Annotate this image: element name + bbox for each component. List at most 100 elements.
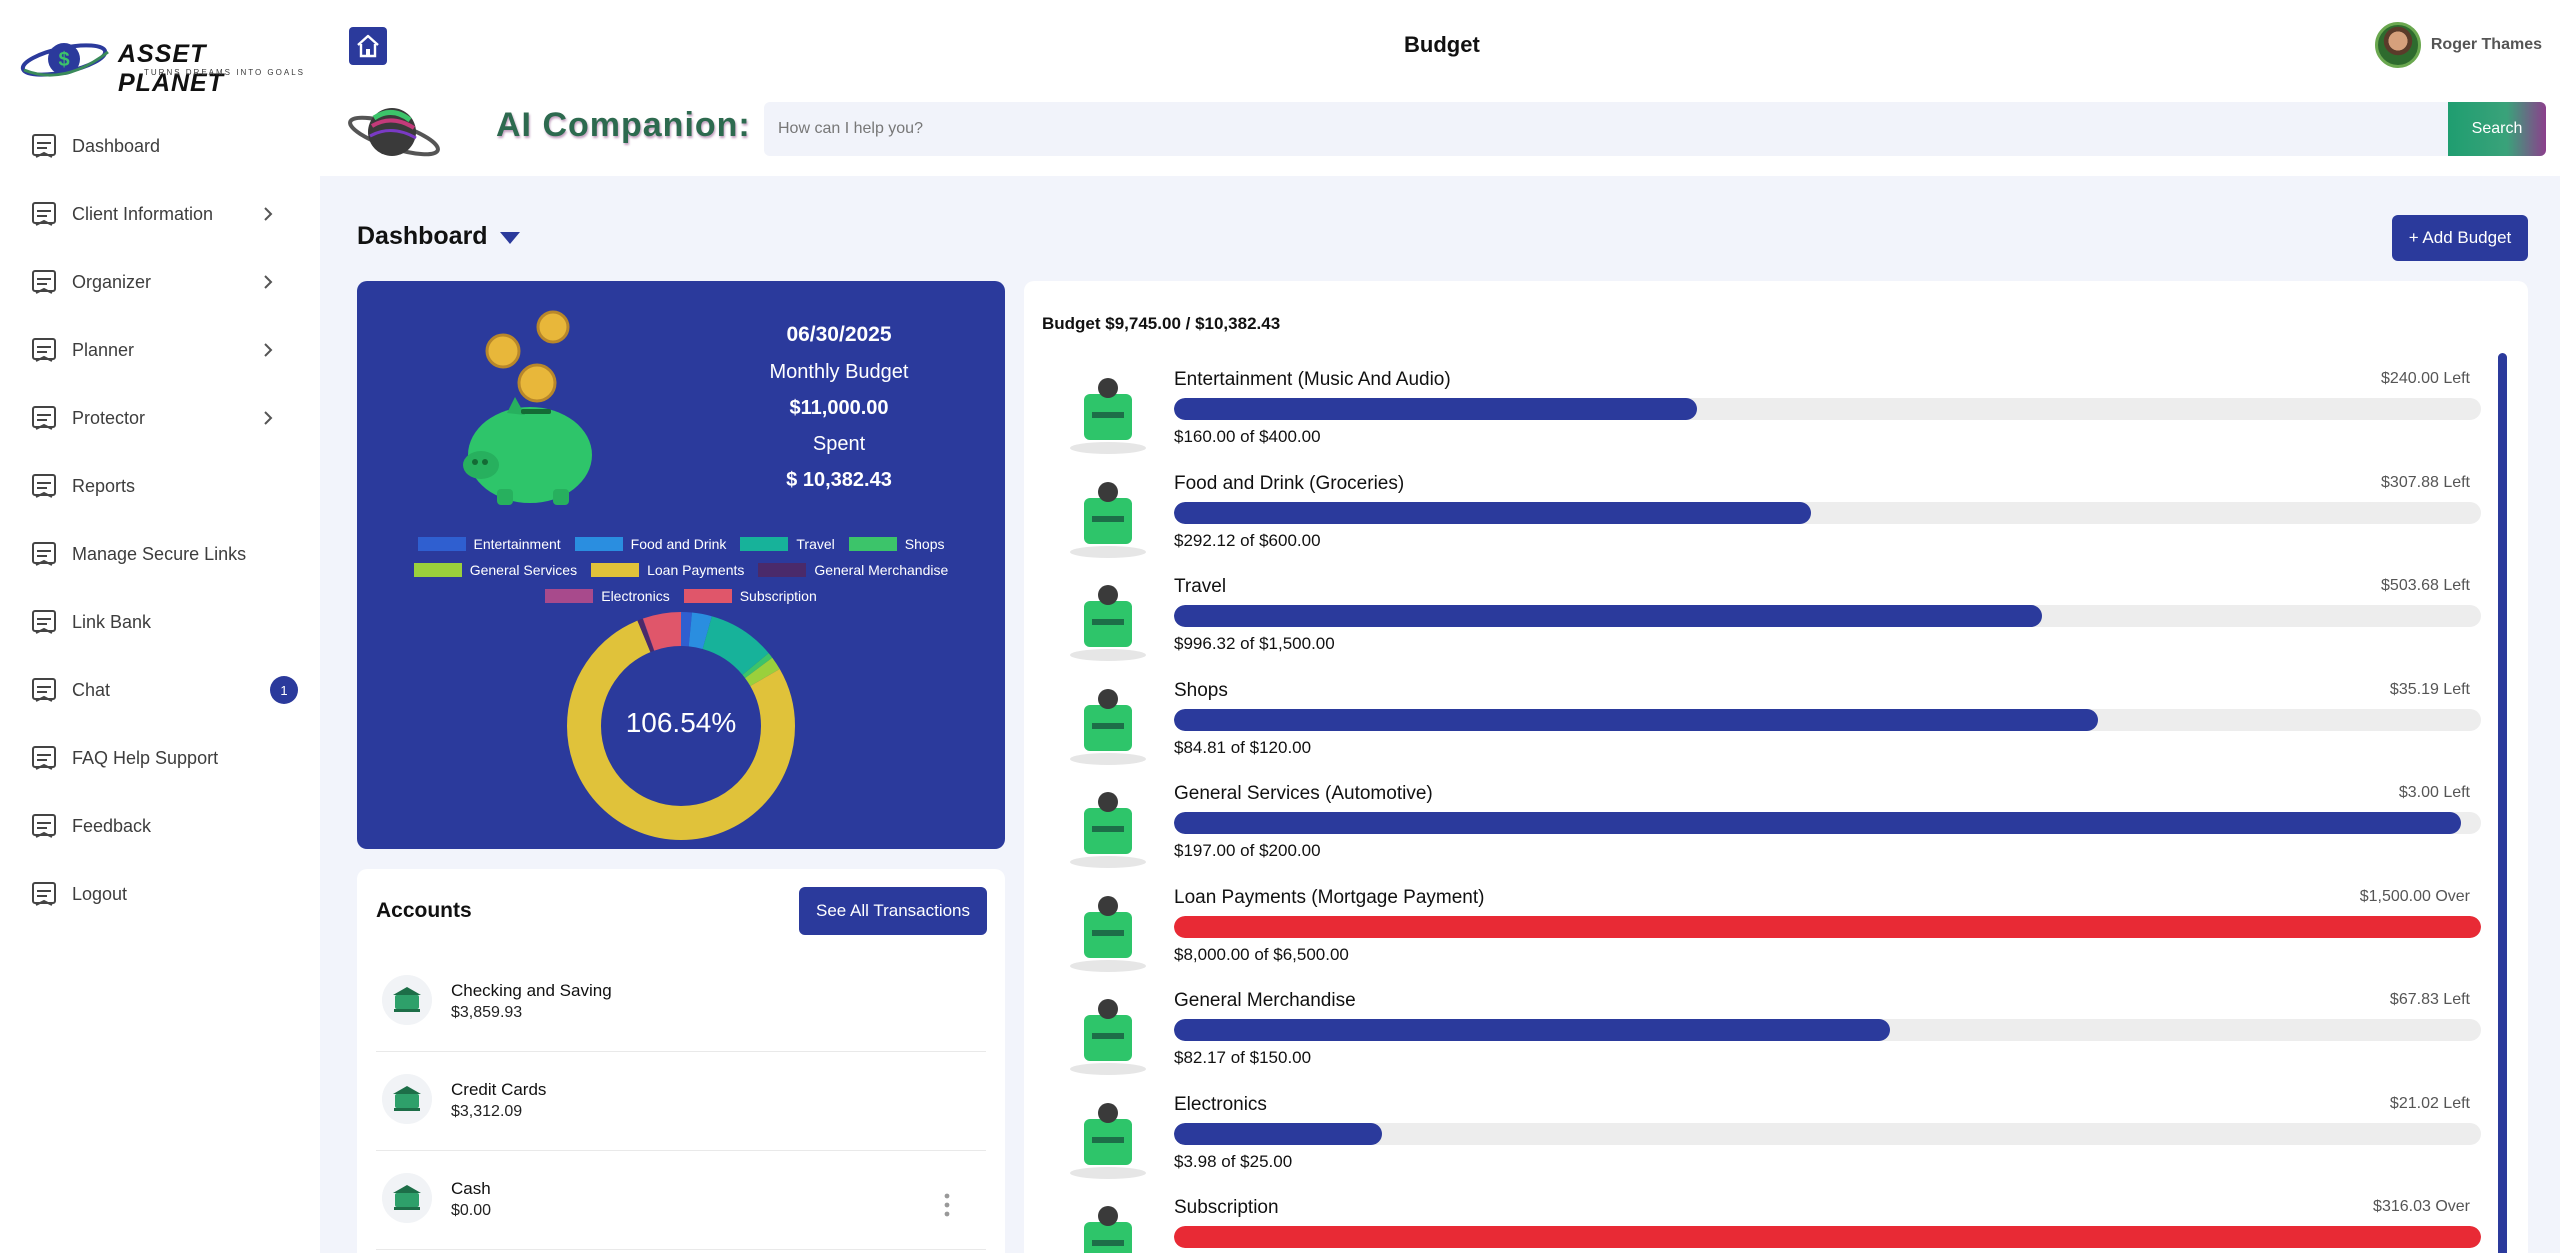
budget-progress-track — [1174, 1019, 2481, 1041]
page-title: Budget — [1404, 32, 1480, 57]
top-bar: Budget Roger Thames AI Companion: Search — [320, 0, 2560, 176]
home-icon — [357, 34, 379, 58]
sidebar-item-organizer[interactable]: Organizer — [0, 248, 320, 316]
budget-progress-track — [1174, 605, 2481, 627]
budget-item-name: Travel — [1174, 576, 1227, 597]
user-menu[interactable]: Roger Thames — [2374, 22, 2542, 68]
sidebar-item-label: Planner — [72, 339, 135, 360]
legend-item[interactable]: Loan Payments — [591, 562, 744, 578]
sidebar-item-manage-secure-links[interactable]: Manage Secure Links — [0, 520, 320, 588]
budget-scrollbar[interactable] — [2498, 353, 2507, 1253]
budget-item[interactable]: Subscription $316.03 Over — [1024, 1188, 2494, 1253]
budget-item[interactable]: Shops $35.19 Left $84.81 of $120.00 — [1024, 671, 2494, 775]
chevron-right-icon[interactable] — [258, 204, 278, 224]
budget-item-remaining: $1,500.00 Over — [2359, 887, 2470, 905]
budget-item-remaining: $35.19 Left — [2389, 680, 2470, 698]
account-name: Credit Cards — [451, 1080, 547, 1099]
spent-value: $ 10,382.43 — [786, 469, 892, 491]
ai-planet-icon — [348, 108, 440, 157]
spending-legend: Entertainment Food and Drink Travel Shops Ge… — [357, 531, 1005, 609]
sidebar-item-label: Protector — [72, 407, 146, 428]
budget-item-name: Shops — [1174, 679, 1228, 701]
budget-item[interactable]: Food and Drink (Groceries) $307.88 Left $2… — [1024, 464, 2494, 568]
legend-swatch — [740, 537, 789, 551]
account-name: Checking and Saving — [451, 981, 612, 1000]
legend-swatch — [574, 537, 623, 551]
more-options-icon[interactable] — [944, 1193, 950, 1217]
planet-dollar-icon: $ — [20, 43, 109, 77]
caret-down-icon — [499, 232, 520, 244]
budget-progress-fill — [1174, 708, 2099, 731]
budget-progress-track — [1174, 812, 2481, 834]
account-row[interactable]: Credit Cards $3,312.09 — [376, 1052, 986, 1151]
chevron-right-icon[interactable] — [258, 408, 278, 428]
budget-progress-track — [1174, 1122, 2481, 1145]
sidebar-item-chat[interactable]: Chat 1 — [0, 656, 320, 724]
legend-item[interactable]: Electronics — [545, 588, 670, 604]
legend-item[interactable]: Shops — [848, 536, 944, 552]
food-plate-icon — [1070, 481, 1146, 558]
legend-row: Electronics Subscription — [357, 583, 1005, 609]
legend-item[interactable]: General Merchandise — [758, 562, 948, 578]
sidebar-item-reports[interactable]: Reports — [0, 452, 320, 520]
legend-item[interactable]: Travel — [740, 536, 835, 552]
donut-segment-5[interactable] — [567, 612, 795, 840]
dollar-growth-icon — [1084, 1206, 1132, 1253]
budget-progress-fill — [1174, 1226, 2481, 1248]
budget-item[interactable]: Travel $503.68 Left $996.32 of $1,500.00 — [1024, 567, 2494, 671]
secure-links-icon — [32, 542, 56, 566]
legend-swatch — [683, 589, 732, 603]
account-balance: $0.00 — [451, 1202, 492, 1219]
legend-swatch — [591, 563, 640, 577]
legend-swatch — [758, 563, 807, 577]
legend-label: Subscription — [739, 588, 817, 604]
sidebar-item-client-information[interactable]: Client Information — [0, 180, 320, 248]
sidebar-item-label: Logout — [72, 883, 128, 904]
sidebar-item-dashboard[interactable]: Dashboard — [0, 112, 320, 180]
budget-item[interactable]: General Merchandise $67.83 Left $82.17 of … — [1024, 981, 2494, 1085]
spending-donut-chart — [567, 612, 795, 840]
budget-progress-fill — [1174, 1019, 1891, 1041]
sidebar-item-faq-help-support[interactable]: FAQ Help Support — [0, 724, 320, 792]
see-all-transactions-button[interactable]: See All Transactions — [799, 887, 987, 935]
account-row[interactable]: Cash $0.00 — [376, 1151, 986, 1250]
sidebar-item-feedback[interactable]: Feedback — [0, 792, 320, 860]
budget-progress-fill — [1174, 1122, 1382, 1145]
chevron-right-icon[interactable] — [258, 272, 278, 292]
ai-search-input[interactable] — [764, 102, 2454, 156]
account-row[interactable]: Checking and Saving $3,859.93 — [376, 953, 986, 1052]
legend-item[interactable]: Subscription — [683, 588, 817, 604]
budget-item-remaining: $67.83 Left — [2389, 991, 2470, 1008]
search-button[interactable]: Search — [2448, 102, 2546, 156]
asset-planet-logo[interactable]: $ ASSET PLANET TURNS DREAMS INTO GOALS — [20, 34, 310, 97]
sidebar-item-logout[interactable]: Logout — [0, 860, 320, 928]
chevron-right-icon[interactable] — [258, 340, 278, 360]
avatar[interactable] — [2374, 22, 2421, 68]
airplane-icon — [1070, 585, 1146, 661]
dashboard-dropdown[interactable]: Dashboard — [357, 222, 520, 251]
budget-item[interactable]: Entertainment (Music And Audio) $240.00 L… — [1024, 360, 2494, 464]
add-budget-button[interactable]: + Add Budget — [2392, 215, 2528, 261]
budget-total: Budget $9,745.00 / $10,382.43 — [1042, 314, 1281, 333]
legend-label: Electronics — [601, 588, 670, 604]
budget-item[interactable]: Loan Payments (Mortgage Payment) $1,500.0… — [1024, 878, 2494, 982]
brand-tagline: TURNS DREAMS INTO GOALS — [144, 68, 305, 77]
ai-search-bar: Search — [764, 102, 2546, 156]
organizer-icon — [32, 270, 56, 294]
donut-segment-8[interactable] — [567, 612, 795, 840]
home-button[interactable] — [349, 27, 387, 65]
budget-item-name: Loan Payments (Mortgage Payment) — [1174, 886, 1485, 908]
link-bank-icon — [32, 610, 56, 634]
budget-item[interactable]: General Services (Automotive) $3.00 Left $… — [1024, 774, 2494, 878]
budget-item[interactable]: Electronics $21.02 Left $3.98 of $25.00 — [1024, 1085, 2494, 1189]
legend-item[interactable]: Food and Drink — [574, 536, 726, 552]
sidebar-item-protector[interactable]: Protector — [0, 384, 320, 452]
sidebar-item-planner[interactable]: Planner — [0, 316, 320, 384]
legend-item[interactable]: General Services — [413, 562, 577, 578]
budget-item-amount: $996.32 of $1,500.00 — [1174, 634, 1335, 653]
user-name: Roger Thames — [2430, 36, 2542, 53]
legend-item[interactable]: Entertainment — [417, 536, 561, 552]
entertainment-icon — [1070, 378, 1146, 454]
budget-summary-card: 06/30/2025 Monthly Budget $11,000.00 Spe… — [357, 281, 1005, 849]
sidebar-item-link-bank[interactable]: Link Bank — [0, 588, 320, 656]
